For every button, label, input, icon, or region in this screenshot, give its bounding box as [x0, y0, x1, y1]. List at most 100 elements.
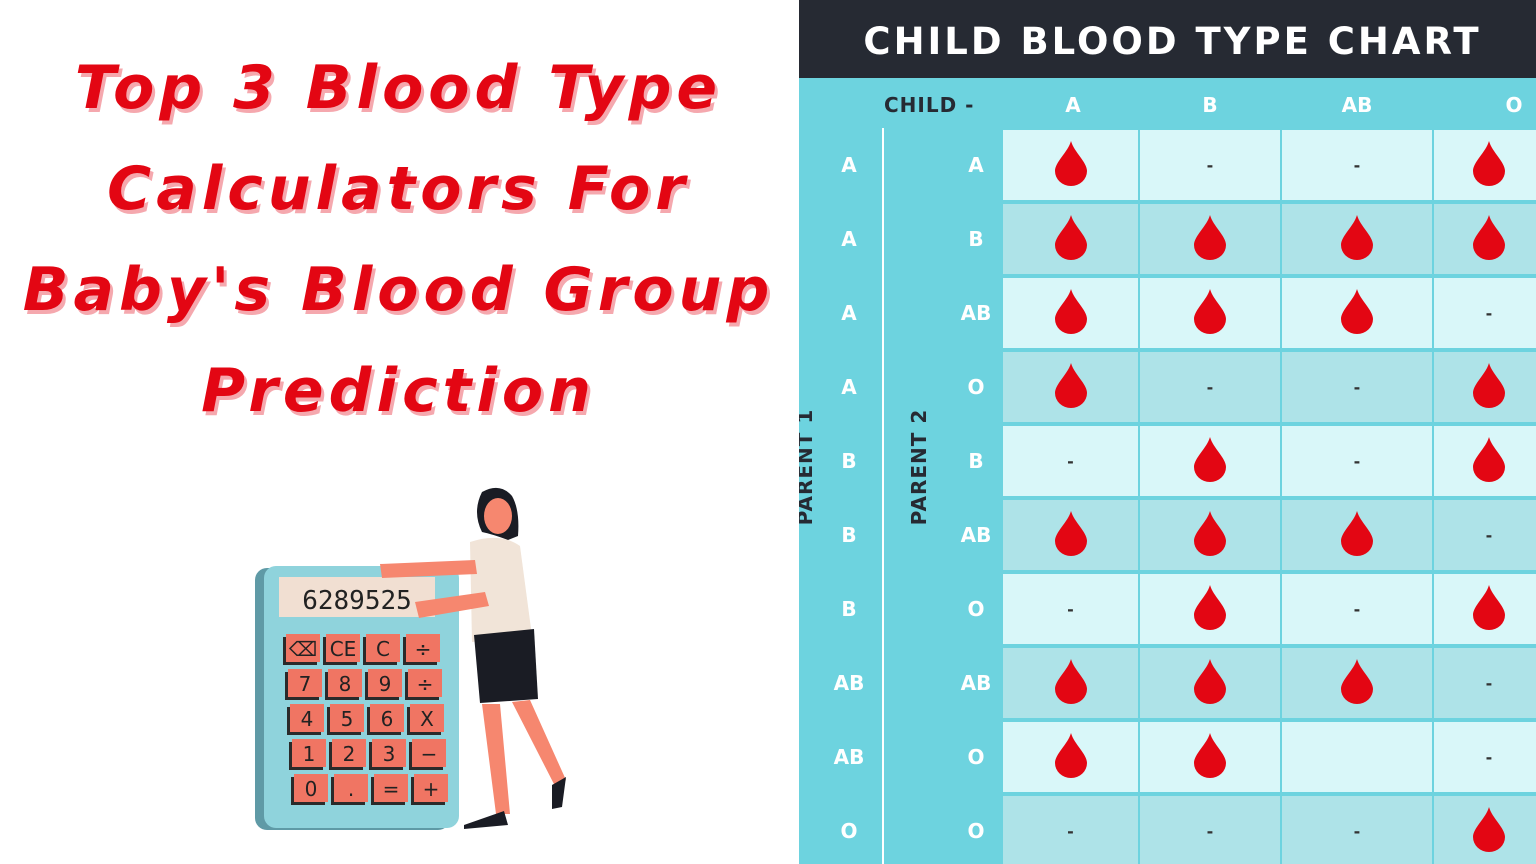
blood-drop-icon	[1054, 732, 1088, 782]
table-cell	[1003, 500, 1138, 570]
cell-value: -	[1485, 303, 1493, 323]
table-cell	[1003, 648, 1138, 718]
blood-drop-icon	[1340, 510, 1374, 560]
calculator-key: =	[371, 774, 408, 805]
headline-line: Baby's Blood Group	[22, 255, 775, 325]
parent1-type: A	[841, 301, 857, 325]
calculator-key-label: 9	[379, 672, 392, 696]
table-cell	[1282, 722, 1432, 792]
parent1-type: AB	[833, 671, 865, 695]
table-cell: -	[1003, 574, 1138, 644]
blood-drop-icon	[1472, 436, 1506, 486]
cell-value: -	[1206, 821, 1214, 841]
cell-value: -	[1353, 599, 1361, 619]
table-cell	[1140, 500, 1280, 570]
table-cell	[1282, 278, 1432, 348]
parent2-type: B	[968, 449, 984, 473]
divider	[882, 128, 884, 864]
parent2-type: O	[967, 819, 985, 843]
table-cell	[1003, 130, 1138, 200]
calculator-key-label: ⌫	[289, 637, 317, 661]
parent1-type: B	[841, 523, 857, 547]
calculator-key-label: 3	[383, 742, 396, 766]
parent2-type: B	[968, 227, 984, 251]
blood-drop-icon	[1193, 584, 1227, 634]
calculator-key: X	[407, 704, 444, 735]
calculator-display: 6289525	[302, 586, 412, 616]
column-header: A	[1065, 93, 1081, 117]
parent1-type: O	[840, 819, 858, 843]
table-cell: -	[1140, 352, 1280, 422]
chart-title: CHILD BLOOD TYPE CHART	[799, 0, 1536, 78]
blood-drop-icon	[1472, 140, 1506, 190]
calculator-key-label: 6	[381, 707, 394, 731]
calculator-key-label: ÷	[417, 672, 434, 696]
column-header: AB	[1341, 93, 1373, 117]
child-blood-type-chart: CHILD BLOOD TYPE CHART CHILD - A B AB O …	[799, 0, 1536, 864]
column-header: B	[1202, 93, 1218, 117]
cell-value: -	[1353, 155, 1361, 175]
cell-value: -	[1206, 377, 1214, 397]
calculator-key: C	[363, 634, 400, 665]
table-cell	[1434, 426, 1536, 496]
table-cell	[1140, 722, 1280, 792]
table-cell	[1434, 130, 1536, 200]
calculator-key: CE	[323, 634, 360, 665]
parent1-type: A	[841, 375, 857, 399]
table-cell	[1003, 722, 1138, 792]
calculator-woman-illustration: 6289525 ⌫ CE C ÷ 7 8 9 ÷ 4 5 6 X 1 2 3 − 0. = +	[255, 487, 566, 830]
table-cell: -	[1434, 648, 1536, 718]
table-cell	[1434, 796, 1536, 864]
table-cell: -	[1434, 500, 1536, 570]
table-cell: -	[1282, 574, 1432, 644]
headline-line: Prediction	[201, 356, 596, 426]
table-cell	[1140, 648, 1280, 718]
parent1-type: AB	[833, 745, 865, 769]
blood-drop-icon	[1472, 214, 1506, 264]
calculator-key: ÷	[403, 634, 440, 665]
table-cell: -	[1434, 722, 1536, 792]
calculator-key-label: 8	[339, 672, 352, 696]
calculator-key-label: −	[421, 742, 438, 766]
calculator-key-label: ÷	[415, 637, 432, 661]
calculator-key: 8	[325, 669, 362, 700]
cell-value: -	[1067, 599, 1074, 619]
table-cell	[1140, 204, 1280, 274]
table-cell: -	[1003, 796, 1138, 864]
blood-drop-icon	[1054, 288, 1088, 338]
parent1-type: A	[841, 153, 857, 177]
child-label: CHILD -	[884, 93, 975, 117]
table-cell	[1282, 204, 1432, 274]
blood-drop-icon	[1340, 214, 1374, 264]
parent2-type: AB	[960, 523, 992, 547]
calculator-key: 6	[367, 704, 404, 735]
calculator-key: 7	[285, 669, 322, 700]
table-cell	[1140, 574, 1280, 644]
blood-drop-icon	[1054, 214, 1088, 264]
calculator-key: 9	[365, 669, 402, 700]
blood-drop-icon	[1340, 658, 1374, 708]
cell-value: -	[1485, 747, 1493, 767]
cell-value: -	[1353, 377, 1361, 397]
calculator-key: 3	[369, 739, 406, 770]
parent2-type: AB	[960, 301, 992, 325]
table-cell	[1434, 204, 1536, 274]
table-cell: -	[1282, 426, 1432, 496]
parent2-type: A	[968, 153, 984, 177]
parent1-type: B	[841, 449, 857, 473]
table-row: B AB -	[799, 498, 1536, 572]
blood-drop-icon	[1193, 658, 1227, 708]
cell-value: -	[1353, 821, 1361, 841]
table-cell	[1140, 426, 1280, 496]
cell-value: -	[1485, 525, 1493, 545]
calculator-key-label: CE	[330, 637, 357, 661]
table-row: AB AB -	[799, 646, 1536, 720]
calculator-key: 1	[289, 739, 326, 770]
calculator-key-label: =	[383, 777, 400, 801]
blood-drop-icon	[1472, 584, 1506, 634]
table-cell: -	[1282, 352, 1432, 422]
